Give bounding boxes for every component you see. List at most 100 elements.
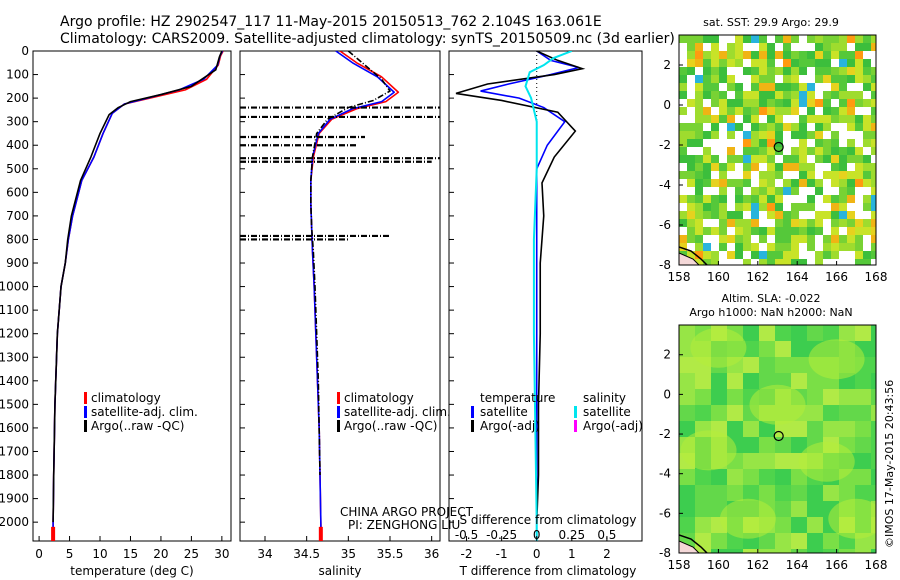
legend-label-s-argo: Argo(-adj)	[583, 419, 643, 433]
sst-map-cell	[807, 163, 815, 171]
sst-map-cell	[807, 171, 815, 179]
sst-map-cell	[871, 203, 876, 211]
sst-map-cell	[743, 219, 751, 227]
sst-map-cell	[815, 219, 823, 227]
salinity-bottom-marker	[318, 526, 323, 541]
sst-map-cell	[767, 147, 775, 155]
difference-series-3-line	[524, 51, 573, 541]
sst-map-cell	[871, 219, 876, 227]
sst-map-cell	[711, 115, 719, 123]
sst-map-cell	[791, 51, 799, 59]
sst-map-cell	[823, 155, 831, 163]
sst-map-cell	[831, 139, 839, 147]
sst-map-cell	[815, 227, 823, 235]
sst-map-title: sat. SST: 29.9 Argo: 29.9	[703, 16, 839, 29]
sla-map-cell	[711, 389, 727, 405]
t-difference-tick-label: 1	[568, 547, 576, 561]
sst-map-cell	[695, 251, 703, 259]
sst-map-cell	[855, 115, 863, 123]
sst-map-cell	[807, 115, 815, 123]
sst-map-cell	[695, 35, 703, 43]
sst-map-cell	[847, 195, 855, 203]
sla-map-cell	[695, 517, 711, 533]
legend-label-climatology: climatology	[344, 391, 414, 405]
sst-map-cell	[871, 147, 876, 155]
sst-map-cell	[783, 67, 791, 75]
sla-map-cell	[743, 421, 759, 437]
temperature-tick-label: 30	[214, 547, 229, 561]
sst-map-cell	[871, 43, 876, 51]
salinity-tick-label: 35	[341, 547, 356, 561]
sst-map-cell	[839, 115, 847, 123]
sst-map-cell	[759, 35, 767, 43]
sst-map-cell	[751, 163, 759, 171]
sst-map-cell	[775, 171, 783, 179]
sla-map-blob	[690, 327, 747, 368]
sla-map-cell	[775, 549, 791, 553]
sst-map-cell	[703, 211, 711, 219]
sst-map-cell	[823, 91, 831, 99]
sst-map-cell	[727, 219, 735, 227]
sla-map-cell	[871, 373, 876, 389]
coastline	[679, 534, 708, 553]
sst-map-cell	[775, 35, 783, 43]
sst-map-cell	[831, 75, 839, 83]
sst-map-cell	[695, 75, 703, 83]
sst-map-cell	[735, 195, 743, 203]
sla-map-cell	[743, 437, 759, 453]
sla-map-cell	[743, 373, 759, 389]
sla-map-cell	[679, 389, 695, 405]
sst-map-cell	[847, 147, 855, 155]
legend-swatch-climatology	[337, 392, 340, 404]
sst-map-cell	[679, 139, 687, 147]
sst-map-cell	[751, 131, 759, 139]
sst-map-cell	[799, 147, 807, 155]
sst-map-cell	[727, 155, 735, 163]
sst-map-cell	[823, 123, 831, 131]
sst-map-cell	[839, 187, 847, 195]
sla-map-cell	[855, 437, 871, 453]
sst-map-cell	[679, 35, 687, 43]
sla-map-cell	[743, 549, 759, 553]
sla-map-cell	[775, 533, 791, 549]
sst-map-cell	[815, 131, 823, 139]
sst-map-cell	[791, 163, 799, 171]
sla-map-cell	[727, 405, 743, 421]
sst-map-cell	[743, 235, 751, 243]
argo-position-marker	[773, 430, 784, 442]
sla-map-cell	[855, 405, 871, 421]
sst-map-cell	[823, 243, 831, 251]
sst-map-cell	[799, 67, 807, 75]
sst-map-cell	[735, 179, 743, 187]
sst-map-cell	[711, 75, 719, 83]
sst-map-cell	[855, 243, 863, 251]
sla-map-cell	[775, 453, 791, 469]
sst-map-cell	[799, 259, 807, 265]
sst-map-cell	[703, 131, 711, 139]
sst-map-cell	[759, 235, 767, 243]
sst-map-cell	[679, 243, 687, 251]
sst-map-cell	[767, 163, 775, 171]
sla-map-cell	[791, 373, 807, 389]
sst-map-cell	[767, 259, 775, 265]
sst-map-cell	[679, 147, 687, 155]
t-difference-tick-label: -1	[496, 547, 508, 561]
sst-map-cell	[679, 171, 687, 179]
sst-map-cell	[759, 259, 767, 265]
sst-map-cell	[767, 51, 775, 59]
sst-map-cell	[767, 243, 775, 251]
sla-map-cell	[679, 373, 695, 389]
sst-map-cell	[863, 59, 871, 67]
sst-map-cell	[703, 83, 711, 91]
sst-map-cell	[799, 51, 807, 59]
sst-map-cell	[719, 187, 727, 195]
sst-map-cell	[719, 75, 727, 83]
longitude-tick-label: 160	[707, 558, 730, 572]
sst-map-cell	[863, 251, 871, 259]
sst-map-cell	[679, 155, 687, 163]
sla-map-cell	[695, 501, 711, 517]
sst-map-cell	[695, 123, 703, 131]
sst-map-cell	[767, 251, 775, 259]
temperature-tick-label: 25	[184, 547, 199, 561]
